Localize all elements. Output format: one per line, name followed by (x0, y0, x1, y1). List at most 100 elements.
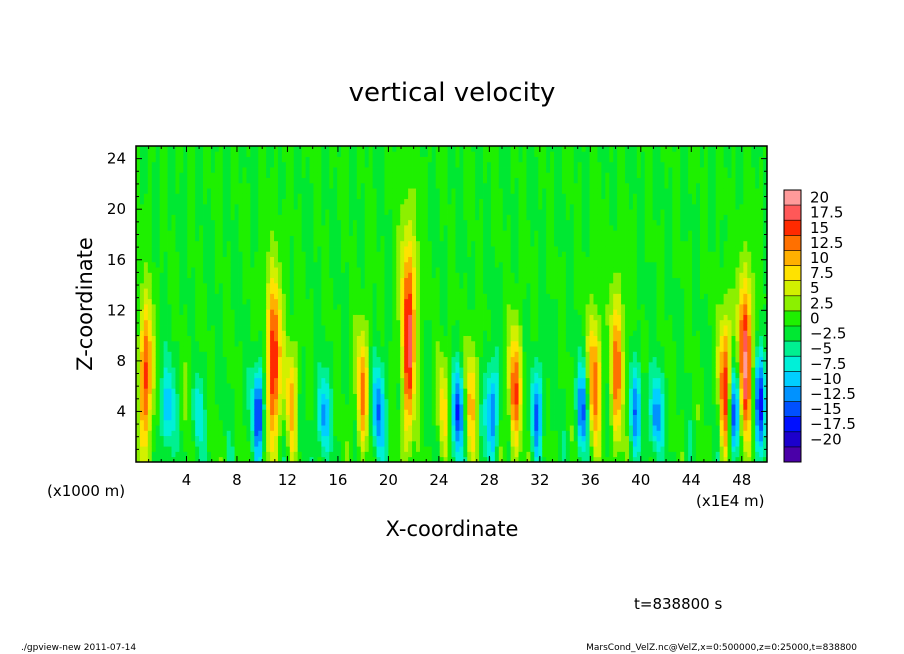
heatmap-cell (270, 235, 275, 242)
heatmap-cell (380, 188, 385, 194)
heatmap-cell (384, 419, 389, 426)
heatmap-cell (270, 272, 275, 279)
heatmap-cell (396, 282, 401, 289)
heatmap-cell (222, 267, 228, 273)
heatmap-cell (254, 293, 259, 300)
heatmap-cell (139, 377, 145, 384)
heatmap-cell (341, 325, 346, 331)
heatmap-cell (183, 409, 188, 415)
heatmap-cell (309, 225, 314, 231)
heatmap-cell (187, 219, 192, 226)
heatmap-cell (412, 272, 417, 279)
heatmap-cell (187, 319, 192, 326)
heatmap-cell (423, 356, 429, 363)
heatmap-cell (206, 293, 212, 300)
heatmap-cell (242, 182, 247, 189)
heatmap-cell (167, 404, 172, 410)
heatmap-cell (431, 430, 437, 437)
heatmap-cell (274, 219, 279, 226)
heatmap-cell (392, 361, 397, 368)
heatmap-cell (250, 425, 255, 431)
heatmap-cell (396, 246, 401, 252)
heatmap-cell (277, 419, 283, 426)
heatmap-cell (317, 351, 322, 358)
heatmap-cell (380, 161, 385, 168)
heatmap-cell (254, 367, 259, 373)
heatmap-cell (281, 256, 287, 263)
heatmap-cell (408, 198, 413, 205)
heatmap-cell (412, 404, 417, 410)
heatmap-cell (423, 219, 429, 226)
heatmap-cell (281, 398, 287, 405)
heatmap-cell (214, 356, 220, 363)
heatmap-cell (199, 309, 204, 315)
heatmap-cell (404, 161, 409, 168)
heatmap-cell (234, 304, 239, 310)
heatmap-cell (163, 330, 168, 336)
heatmap-cell (270, 404, 275, 410)
heatmap-cell (443, 156, 448, 163)
heatmap-cell (384, 172, 389, 178)
heatmap-cell (218, 377, 224, 384)
heatmap-cell (218, 435, 224, 442)
heatmap-cell (246, 446, 251, 452)
heatmap-cell (348, 388, 354, 394)
heatmap-cell (214, 335, 220, 342)
heatmap-cell (341, 304, 346, 310)
heatmap-cell (459, 235, 464, 242)
heatmap-cell (139, 198, 145, 205)
heatmap-cell (400, 309, 405, 315)
heatmap-cell (246, 456, 251, 463)
heatmap-cell (451, 419, 456, 426)
heatmap-cell (404, 198, 409, 205)
heatmap-cell (384, 193, 389, 200)
heatmap-cell (171, 367, 176, 373)
heatmap-cell (293, 230, 299, 236)
heatmap-cell (392, 435, 397, 442)
heatmap-cell (147, 361, 153, 368)
heatmap-cell (139, 161, 145, 168)
heatmap-cell (250, 261, 255, 268)
heatmap-cell (439, 372, 445, 379)
heatmap-cell (384, 214, 389, 221)
heatmap-cell (325, 198, 330, 205)
heatmap-cell (171, 314, 176, 321)
heatmap-cell (183, 356, 188, 363)
heatmap-cell (187, 393, 192, 400)
heatmap-cell (277, 330, 283, 336)
heatmap-cell (325, 319, 330, 326)
heatmap-cell (360, 235, 366, 242)
heatmap-cell (392, 377, 397, 384)
heatmap-cell (270, 393, 275, 400)
heatmap-cell (376, 425, 381, 431)
heatmap-cell (187, 256, 192, 263)
heatmap-cell (400, 240, 405, 247)
heatmap-cell (360, 451, 366, 458)
heatmap-cell (222, 393, 228, 400)
heatmap-cell (384, 209, 389, 215)
heatmap-cell (155, 377, 161, 384)
heatmap-cell (191, 219, 196, 226)
heatmap-cell (325, 351, 330, 358)
heatmap-cell (372, 325, 377, 331)
heatmap-cell (364, 251, 370, 257)
heatmap-cell (293, 325, 299, 331)
heatmap-cell (254, 198, 259, 205)
heatmap-cell (277, 372, 283, 379)
heatmap-cell (143, 309, 149, 315)
heatmap-cell (262, 414, 267, 421)
heatmap-cell (447, 440, 452, 447)
heatmap-cell (151, 167, 157, 173)
heatmap-cell (274, 393, 279, 400)
heatmap-cell (352, 151, 358, 157)
heatmap-cell (396, 393, 401, 400)
heatmap-cell (451, 172, 456, 178)
heatmap-cell (262, 293, 267, 300)
heatmap-cell (175, 240, 180, 247)
heatmap-cell (341, 314, 346, 321)
heatmap-cell (325, 177, 330, 184)
heatmap-cell (341, 340, 346, 347)
heatmap-cell (435, 203, 441, 210)
heatmap-cell (183, 188, 188, 194)
heatmap-cell (392, 272, 397, 279)
